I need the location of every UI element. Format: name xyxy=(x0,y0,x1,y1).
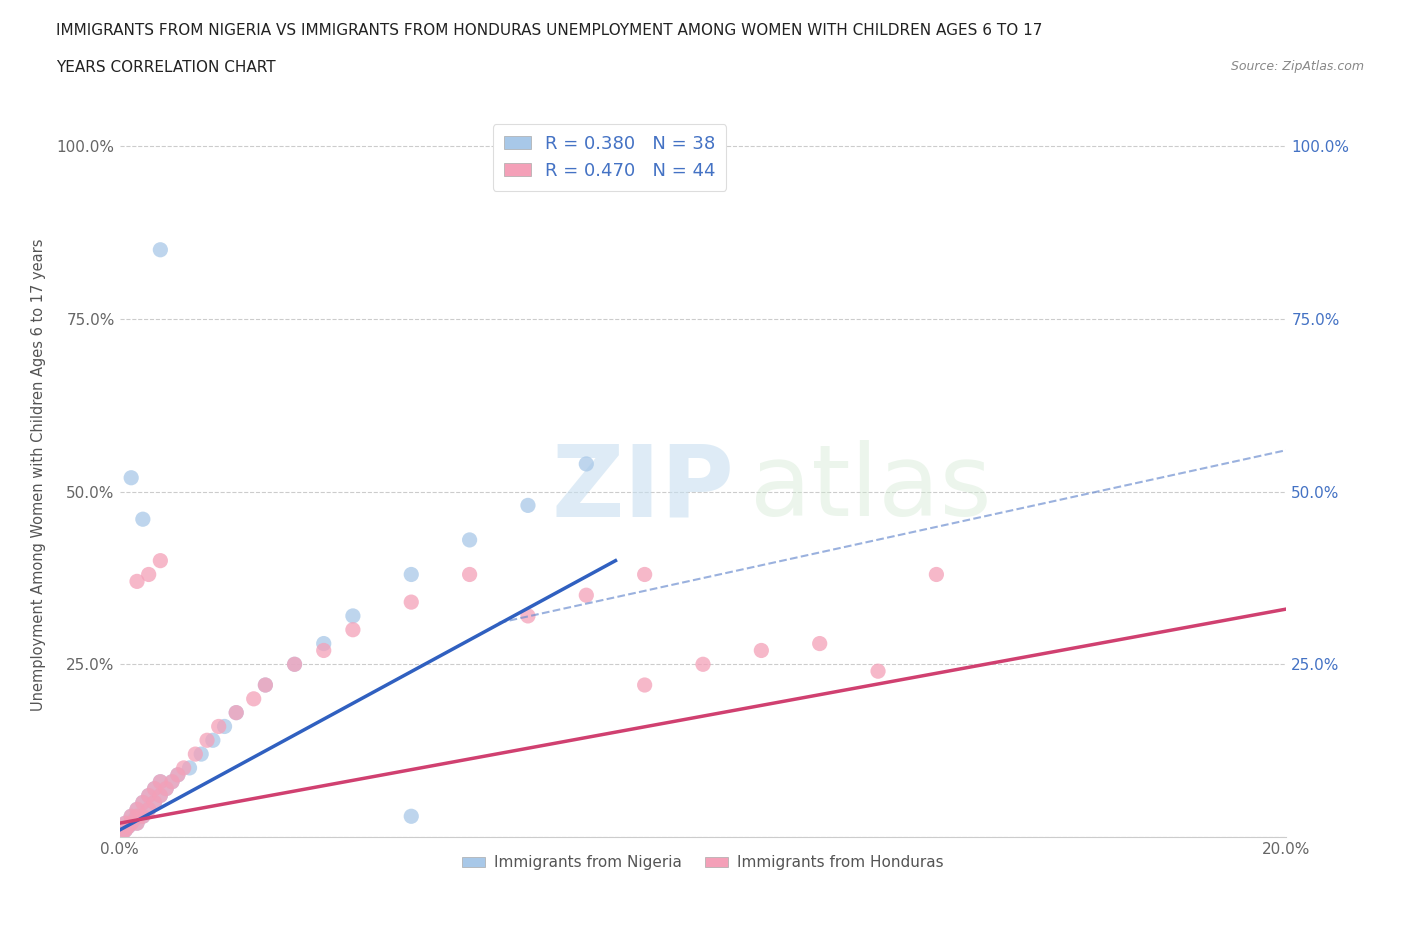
Point xyxy=(225,705,247,720)
Point xyxy=(143,781,166,796)
Point xyxy=(808,636,831,651)
Text: YEARS CORRELATION CHART: YEARS CORRELATION CHART xyxy=(56,60,276,75)
Point xyxy=(114,816,136,830)
Point xyxy=(149,243,172,258)
Point xyxy=(120,471,142,485)
Point xyxy=(633,678,655,693)
Point xyxy=(166,767,188,782)
Point xyxy=(125,809,148,824)
Point xyxy=(312,643,335,658)
Point xyxy=(184,747,207,762)
Point xyxy=(195,733,218,748)
Point xyxy=(149,775,172,790)
Point xyxy=(132,809,155,824)
Point xyxy=(225,705,247,720)
Y-axis label: Unemployment Among Women with Children Ages 6 to 17 years: Unemployment Among Women with Children A… xyxy=(31,238,45,711)
Point xyxy=(242,691,264,706)
Point xyxy=(138,802,160,817)
Point xyxy=(342,608,364,623)
Point xyxy=(160,775,183,790)
Point xyxy=(149,788,172,803)
Point xyxy=(692,657,714,671)
Point xyxy=(125,802,148,817)
Point xyxy=(575,588,598,603)
Point xyxy=(120,816,142,830)
Point xyxy=(575,457,598,472)
Point xyxy=(401,567,423,582)
Point xyxy=(179,761,201,776)
Text: ZIP: ZIP xyxy=(551,440,734,538)
Point xyxy=(117,819,139,834)
Point xyxy=(138,567,160,582)
Point xyxy=(143,781,166,796)
Point xyxy=(155,781,177,796)
Point xyxy=(125,809,148,824)
Point xyxy=(120,809,142,824)
Point xyxy=(125,816,148,830)
Point xyxy=(166,767,188,782)
Point xyxy=(155,781,177,796)
Point xyxy=(283,657,307,671)
Point xyxy=(122,812,145,827)
Text: atlas: atlas xyxy=(749,440,991,538)
Point xyxy=(401,809,423,824)
Point xyxy=(312,636,335,651)
Point xyxy=(458,533,481,548)
Point xyxy=(138,788,160,803)
Point xyxy=(125,816,148,830)
Point xyxy=(517,498,540,512)
Point xyxy=(214,719,236,734)
Point xyxy=(254,678,277,693)
Text: IMMIGRANTS FROM NIGERIA VS IMMIGRANTS FROM HONDURAS UNEMPLOYMENT AMONG WOMEN WIT: IMMIGRANTS FROM NIGERIA VS IMMIGRANTS FR… xyxy=(56,23,1043,38)
Text: Source: ZipAtlas.com: Source: ZipAtlas.com xyxy=(1230,60,1364,73)
Point xyxy=(149,553,172,568)
Point xyxy=(138,788,160,803)
Point xyxy=(201,733,224,748)
Point xyxy=(751,643,773,658)
Point xyxy=(120,809,142,824)
Point xyxy=(866,664,890,679)
Point xyxy=(114,823,136,838)
Point xyxy=(132,809,155,824)
Point xyxy=(254,678,277,693)
Point xyxy=(517,608,540,623)
Point xyxy=(125,574,148,589)
Point xyxy=(190,747,212,762)
Point xyxy=(342,622,364,637)
Point xyxy=(114,823,136,838)
Point xyxy=(132,512,155,526)
Point xyxy=(208,719,231,734)
Point xyxy=(111,826,134,841)
Point xyxy=(149,775,172,790)
Point xyxy=(125,802,148,817)
Point xyxy=(120,816,142,830)
Point xyxy=(925,567,948,582)
Point xyxy=(160,775,183,790)
Point xyxy=(283,657,307,671)
Point xyxy=(149,788,172,803)
Legend: Immigrants from Nigeria, Immigrants from Honduras: Immigrants from Nigeria, Immigrants from… xyxy=(456,849,950,876)
Point xyxy=(114,816,136,830)
Point xyxy=(117,819,139,834)
Point xyxy=(143,795,166,810)
Point xyxy=(401,594,423,609)
Point xyxy=(132,795,155,810)
Point xyxy=(143,795,166,810)
Point xyxy=(633,567,655,582)
Point xyxy=(173,761,195,776)
Point xyxy=(132,795,155,810)
Point xyxy=(458,567,481,582)
Point xyxy=(111,826,134,841)
Point xyxy=(138,802,160,817)
